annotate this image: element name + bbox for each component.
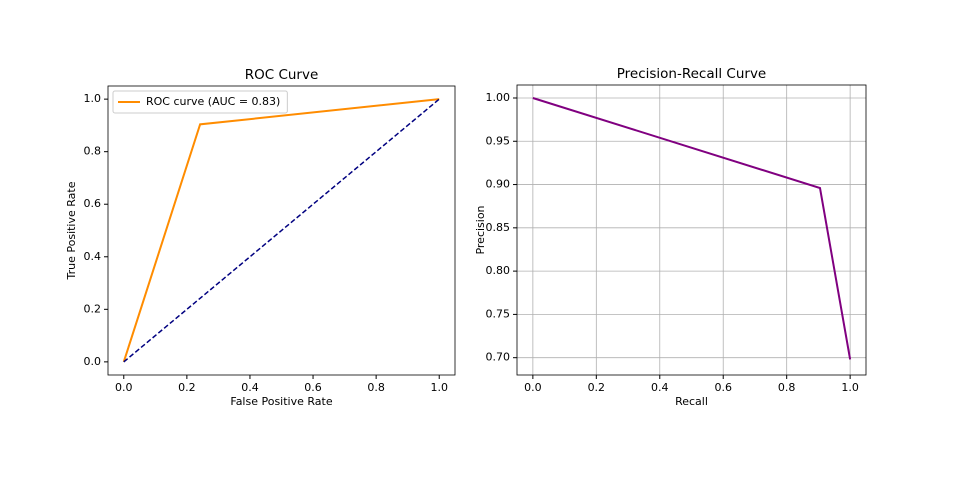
y-tick-label: 0.6 [84,197,102,210]
y-tick-label: 0.85 [486,221,511,234]
x-tick-label: 0.4 [651,381,669,394]
series-line [122,98,440,363]
x-tick-label: 0.8 [367,381,385,394]
y-tick-label: 0.2 [84,302,102,315]
x-tick-label: 0.6 [714,381,732,394]
legend-label: ROC curve (AUC = 0.83) [146,95,280,108]
x-tick-label: 1.0 [841,381,859,394]
y-axis-label: Precision [474,205,487,254]
chart-title: Precision-Recall Curve [617,66,767,82]
y-tick-label: 0.80 [486,264,511,277]
x-axis-label: Recall [675,395,708,408]
x-tick-label: 0.0 [115,381,133,394]
y-tick-label: 0.8 [84,145,102,158]
plot-frame [107,85,456,376]
x-tick-label: 1.0 [430,381,448,394]
x-tick-label: 0.2 [178,381,196,394]
chart-title: ROC Curve [245,67,319,83]
x-axis-label: False Positive Rate [230,395,332,408]
legend-box [112,90,288,114]
y-tick-label: 1.0 [84,92,102,105]
series-line [123,98,440,363]
x-tick-label: 0.8 [778,381,796,394]
y-tick-label: 0.90 [486,178,511,191]
series-line [532,97,852,360]
y-tick-label: 0.95 [486,134,511,147]
x-tick-label: 0.4 [241,381,259,394]
y-tick-label: 0.4 [84,250,102,263]
y-tick-label: 1.00 [486,91,511,104]
x-tick-label: 0.0 [524,381,542,394]
plot-frame [516,84,867,376]
y-tick-label: 0.70 [486,351,511,364]
x-tick-label: 0.2 [588,381,606,394]
legend: ROC curve (AUC = 0.83) [112,90,288,114]
y-axis-label: True Positive Rate [65,181,78,280]
y-tick-label: 0.0 [84,355,102,368]
y-tick-label: 0.75 [486,307,511,320]
x-tick-label: 0.6 [304,381,322,394]
